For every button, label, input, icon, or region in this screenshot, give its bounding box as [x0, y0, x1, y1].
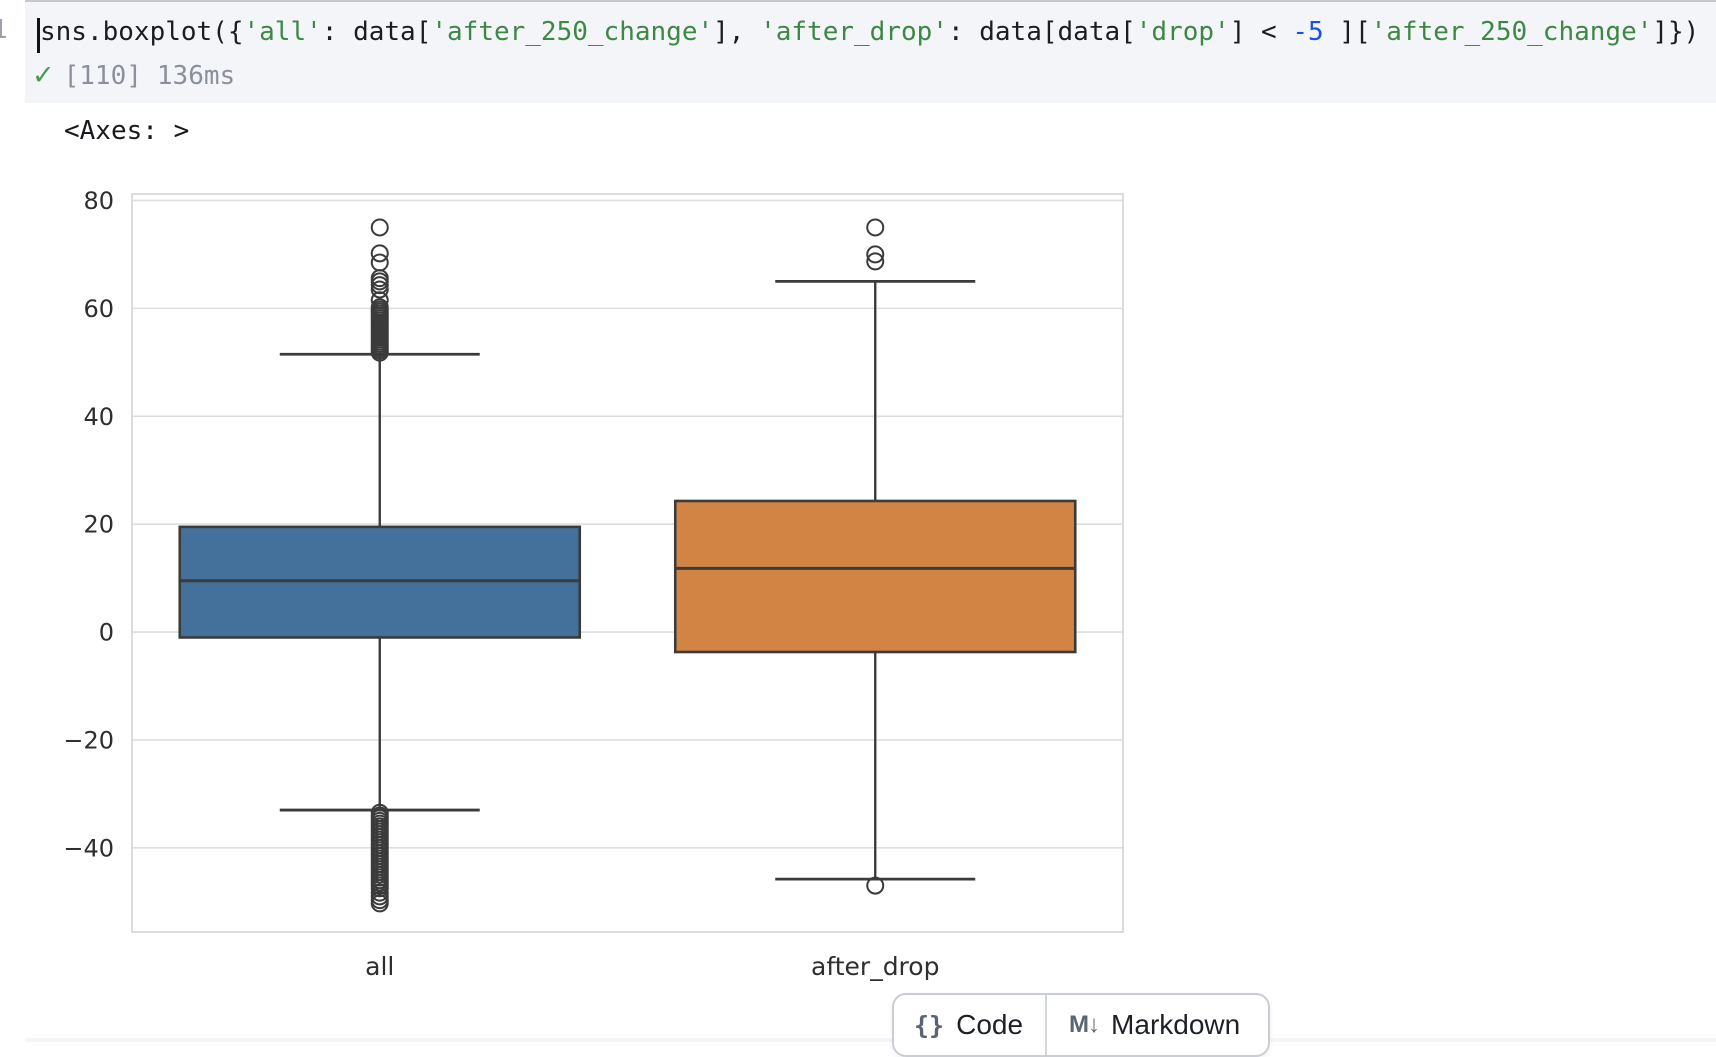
- svg-text:−40: −40: [63, 834, 114, 862]
- code-token: ] <: [1229, 17, 1293, 47]
- svg-text:all: all: [365, 952, 394, 981]
- next-cell-edge: [25, 1038, 1716, 1042]
- execution-status: ✓ [110] 136ms: [32, 60, 235, 92]
- code-token: ],: [713, 17, 761, 47]
- code-token: 'after_250_change': [431, 17, 714, 47]
- cell-output-text: <Axes: >: [64, 116, 190, 146]
- execution-count: [110]: [63, 61, 142, 91]
- svg-text:80: 80: [83, 187, 114, 215]
- code-editor-line[interactable]: sns.boxplot({'all': data['after_250_chan…: [40, 16, 1699, 48]
- code-token: -5: [1292, 17, 1324, 47]
- code-token: 'after_drop': [760, 17, 948, 47]
- code-token: sns.boxplot({: [40, 17, 244, 47]
- code-token: ]}): [1652, 17, 1700, 47]
- markdown-button[interactable]: M↓ Markdown: [1069, 1009, 1240, 1041]
- svg-text:−20: −20: [63, 726, 114, 754]
- cell-type-toolbar: {} Code M↓ Markdown: [892, 993, 1270, 1057]
- svg-text:20: 20: [83, 511, 114, 539]
- boxplot-canvas: 80 60 40 20 0 −20 −40 all after_drop: [63, 187, 1124, 981]
- svg-text:40: 40: [83, 403, 114, 431]
- code-button[interactable]: {} Code: [914, 1009, 1023, 1041]
- code-token: 'drop': [1135, 17, 1230, 47]
- execution-duration: 136ms: [156, 61, 236, 91]
- svg-text:0: 0: [99, 619, 114, 647]
- boxplot-figure: 80 60 40 20 0 −20 −40 all after_drop: [60, 180, 1160, 990]
- svg-text:60: 60: [83, 295, 114, 323]
- code-token: : data[data[: [947, 17, 1136, 47]
- markdown-icon: M↓: [1069, 1011, 1100, 1038]
- code-button-label: Code: [956, 1009, 1024, 1040]
- code-token: 'all': [243, 17, 322, 47]
- success-check-icon: ✓: [32, 60, 55, 91]
- text-caret: [37, 18, 40, 53]
- markdown-button-label: Markdown: [1111, 1009, 1241, 1040]
- code-token: ][: [1323, 17, 1371, 47]
- toolbar-divider: [1045, 995, 1048, 1055]
- code-cell[interactable]: sns.boxplot({'all': data['after_250_chan…: [25, 0, 1716, 103]
- code-braces-icon: {}: [914, 1010, 945, 1040]
- svg-text:after_drop: after_drop: [811, 952, 939, 981]
- code-token: 'after_250_change': [1370, 17, 1653, 47]
- line-number-gutter: 1: [0, 0, 25, 103]
- code-token: : data[: [321, 17, 432, 47]
- line-number: 1: [0, 13, 8, 47]
